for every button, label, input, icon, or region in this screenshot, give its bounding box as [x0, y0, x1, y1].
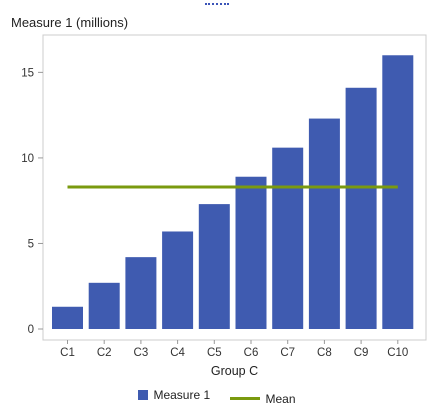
- x-tick-label: C8: [317, 347, 332, 359]
- x-tick-label: C4: [170, 347, 185, 359]
- bar: [198, 204, 230, 329]
- bar: [162, 231, 194, 329]
- y-tick-label: 15: [21, 67, 34, 79]
- bar: [382, 55, 414, 329]
- legend-item-measure: Measure 1: [138, 388, 210, 402]
- bar-chart: 0 5 10 15 C1 C2 C3 C4 C5 C6 C7 C8 C9 C10 Group C: [21, 34, 427, 378]
- x-tick-label: C2: [97, 347, 112, 359]
- legend-item-mean: Mean: [229, 391, 296, 406]
- x-tick-label: C1: [60, 347, 75, 359]
- x-tick-label: C6: [244, 347, 259, 359]
- bar: [235, 176, 267, 329]
- y-tick-label: 10: [21, 153, 34, 165]
- y-tick-label: 5: [28, 238, 34, 250]
- x-tick-label: C3: [134, 347, 149, 359]
- legend: Measure 1 Mean: [0, 388, 434, 406]
- x-tick-label: C9: [354, 347, 369, 359]
- y-axis-title: Measure 1 (millions): [11, 15, 129, 30]
- legend-bar-swatch: [138, 390, 149, 400]
- x-tick-label: C5: [207, 347, 222, 359]
- x-tick-label: C10: [387, 347, 408, 359]
- bar: [308, 118, 340, 330]
- y-tick-label: 0: [28, 324, 34, 336]
- bar: [272, 147, 304, 329]
- bar: [52, 306, 83, 329]
- bar: [345, 87, 377, 329]
- legend-line-swatch: [229, 397, 260, 400]
- legend-label-measure: Measure 1: [153, 388, 211, 402]
- legend-label-mean: Mean: [265, 391, 296, 406]
- x-tick-label: C7: [280, 347, 295, 359]
- plot-frame: [42, 34, 427, 341]
- drag-handle[interactable]: [205, 3, 229, 8]
- x-axis-title: Group C: [211, 364, 258, 378]
- bar: [125, 257, 157, 329]
- bar: [88, 282, 120, 329]
